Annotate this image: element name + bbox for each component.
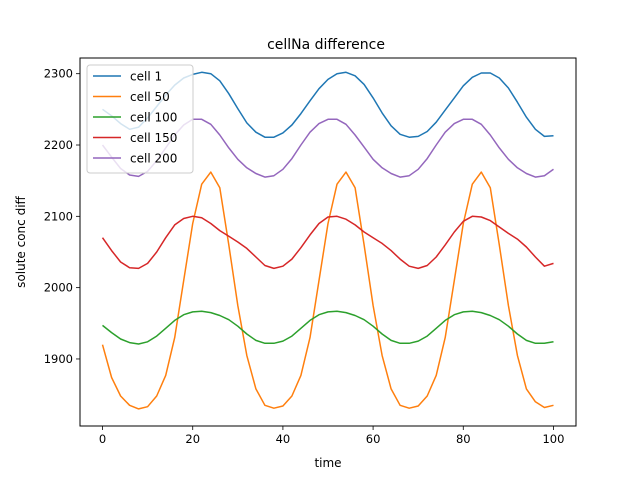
x-tick-label-1: 20 (185, 432, 200, 446)
legend-label-1: cell 50 (130, 90, 170, 104)
y-tick-label-0: 1900 (44, 352, 73, 366)
x-ticks: 0 20 40 60 80 100 (99, 426, 564, 446)
legend-box (86, 64, 194, 174)
x-tick-label-5: 100 (542, 432, 564, 446)
x-tick-label-4: 80 (456, 432, 471, 446)
y-tick-label-3: 2200 (44, 138, 73, 152)
legend-label-4: cell 200 (130, 152, 177, 166)
x-tick-label-3: 60 (366, 432, 381, 446)
y-tick-label-4: 2300 (44, 67, 73, 81)
legend-label-3: cell 150 (130, 131, 177, 145)
y-tick-label-2: 2100 (44, 209, 73, 223)
legend-label-0: cell 1 (130, 70, 162, 84)
y-tick-label-1: 2000 (44, 281, 73, 295)
axes-frame (79, 57, 577, 427)
series-line-2 (102, 310, 554, 345)
x-tick-label-2: 40 (276, 432, 291, 446)
legend: cell 1 cell 50 cell 100 cell 150 cell 200 (86, 64, 194, 174)
legend-label-2: cell 100 (130, 111, 177, 125)
y-axis-label: solute conc diff (14, 195, 28, 287)
series-line-3 (101, 215, 554, 270)
y-ticks: 1900 2000 2100 2200 2300 (44, 67, 80, 366)
x-tick-label-0: 0 (99, 432, 106, 446)
x-axis-label: time (314, 456, 341, 470)
chart-title: cellNa difference (267, 37, 385, 53)
